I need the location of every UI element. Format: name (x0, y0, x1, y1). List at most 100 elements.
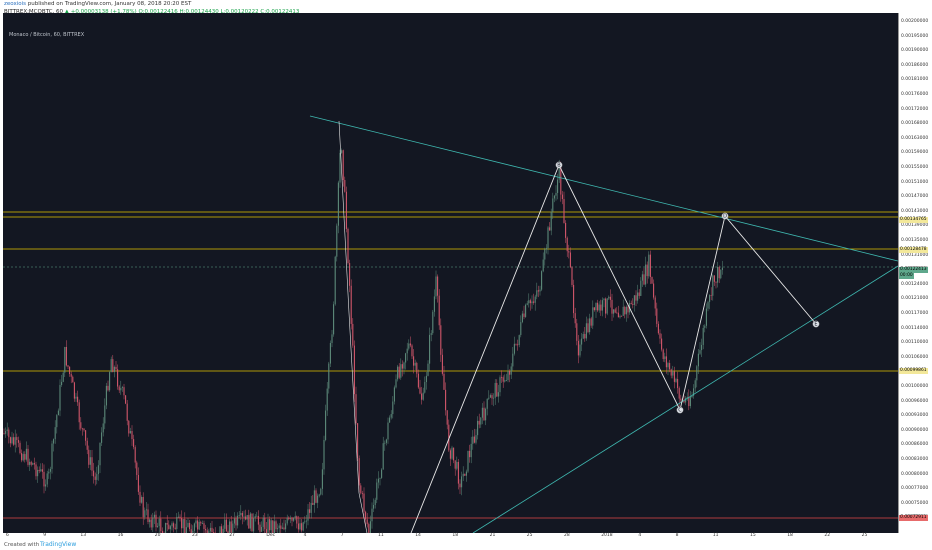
pattern-point-label: B (557, 163, 561, 169)
candle-body (283, 527, 285, 530)
candle-body (467, 450, 469, 472)
candle-body (577, 340, 579, 356)
candle-body (462, 473, 464, 477)
candle-body (333, 304, 335, 335)
candle-body (73, 382, 75, 399)
candle-body (568, 251, 570, 253)
price-axis-label: 0.00186000 (901, 62, 929, 68)
price-axis-label: 0.00159000 (901, 150, 929, 156)
candle-body (486, 398, 488, 409)
candle-body (230, 521, 232, 533)
candle-body (509, 370, 511, 375)
candle-body (601, 300, 603, 311)
candle-body (638, 292, 640, 296)
candle-body (275, 521, 277, 530)
candle-body (664, 356, 666, 359)
candle-body (510, 366, 512, 375)
price-axis-label: 0.00083000 (901, 457, 929, 462)
price-axis-label: 0.00143000 (901, 208, 929, 214)
candle-body (105, 385, 107, 406)
candle-body (422, 392, 424, 400)
candle-body (502, 377, 504, 382)
candle-body (301, 523, 303, 531)
candle-body (529, 300, 531, 304)
candle-body (566, 237, 568, 252)
candle-body (304, 521, 306, 523)
candle-body (206, 530, 208, 533)
candle-body (705, 308, 707, 326)
candle-body (712, 275, 714, 296)
candle-body (350, 285, 352, 324)
candle-body (345, 191, 347, 229)
candle-body (661, 338, 663, 350)
price-axis[interactable]: 0.00200000 0.00195000 0.00190000 0.00186000… (898, 13, 932, 533)
candle-body (16, 437, 18, 440)
pattern-point-label: D (723, 214, 727, 220)
candle-body (219, 526, 221, 533)
candle-body (285, 523, 287, 530)
candle-body (182, 519, 184, 529)
candle-body (318, 494, 320, 496)
candle-body (305, 520, 307, 522)
candle-body (536, 290, 538, 297)
candle-body (203, 523, 205, 530)
candle-body (128, 420, 130, 434)
candle-body (80, 422, 82, 429)
candle-body (608, 296, 610, 299)
candle-body (286, 517, 288, 524)
tradingview-logo[interactable]: TradingView (40, 541, 77, 548)
candle-body (419, 387, 421, 394)
candle-body (443, 373, 445, 390)
candle-body (259, 524, 261, 532)
candle-body (83, 428, 85, 431)
candle-body (224, 519, 226, 529)
candle-body (30, 461, 32, 465)
candle-body (312, 502, 314, 505)
candle-body (61, 381, 63, 386)
symbol-label: BITTREX:MCOBTC, 60 (4, 9, 63, 15)
candle-body (641, 274, 643, 281)
candle-body (347, 228, 349, 264)
candle-body (413, 356, 415, 366)
candle-body (152, 517, 154, 528)
candle-body (309, 509, 311, 513)
candle-body (374, 499, 376, 505)
candle-body (715, 281, 717, 283)
candle-body (491, 395, 493, 399)
price-chart[interactable]: B C D E Monaco / Bitcoin, 60, BITTREX (3, 13, 898, 533)
candle-body (496, 382, 498, 397)
time-axis[interactable]: 6 9 13 16 20 23 27 Dec 4 7 11 14 18 21 25 28 2018 4 8 11 15 1… (3, 533, 898, 541)
price-axis-label: 0.00080000 (901, 471, 929, 477)
candle-body (600, 304, 602, 311)
time-axis-label: Dec (266, 533, 276, 538)
candle-body (320, 488, 322, 495)
candle-body (507, 370, 509, 381)
candle-body (632, 303, 634, 305)
price-axis-label: 0.00200000 (901, 19, 929, 24)
candle-body (64, 347, 66, 373)
candle-body (571, 267, 573, 285)
candle-body (448, 424, 450, 451)
author-link[interactable]: zeoxiois (4, 1, 27, 7)
price-axis-label: 0.00172000 (901, 106, 929, 112)
candle-body (456, 461, 458, 469)
candle-body (544, 249, 546, 260)
candle-body (582, 333, 584, 339)
candle-body (581, 338, 583, 345)
candle-body (656, 308, 658, 324)
candle-body (299, 523, 301, 530)
candle-body (613, 309, 615, 314)
candle-body (121, 387, 123, 389)
candle-body (123, 387, 125, 396)
candle-body (621, 315, 623, 317)
candle-body (53, 439, 55, 444)
candle-body (645, 264, 647, 285)
candle-body (38, 469, 40, 472)
candle-body (648, 254, 650, 277)
candle-body (237, 515, 239, 526)
candle-body (429, 334, 431, 364)
candle-body (43, 471, 45, 487)
candle-body (438, 295, 440, 326)
price-axis-label: 0.00075000 (901, 500, 929, 506)
candle-body (550, 211, 552, 231)
